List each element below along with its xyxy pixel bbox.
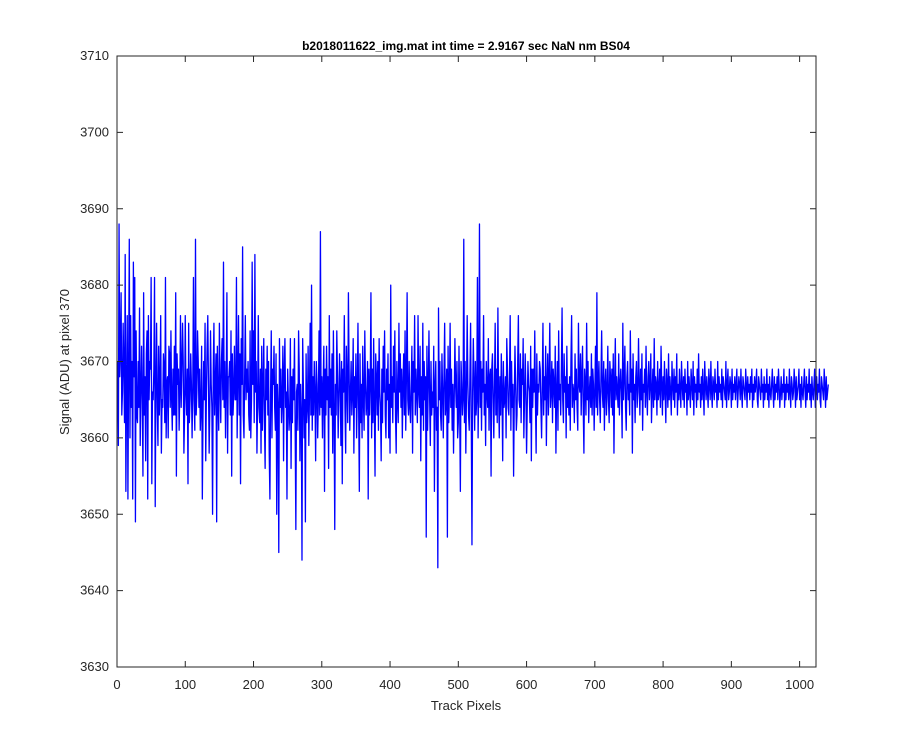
x-tick-label: 1000 xyxy=(785,677,814,692)
series-line-1 xyxy=(117,223,829,569)
y-tick-label: 3630 xyxy=(80,659,109,674)
y-tick-label: 3650 xyxy=(80,506,109,521)
x-tick-label: 600 xyxy=(516,677,538,692)
series-layer xyxy=(117,223,829,569)
x-tick-label: 700 xyxy=(584,677,606,692)
x-tick-label: 300 xyxy=(311,677,333,692)
chart-title: b2018011622_img.mat int time = 2.9167 se… xyxy=(302,39,630,53)
x-tick-label: 800 xyxy=(652,677,674,692)
x-tick-label: 100 xyxy=(174,677,196,692)
x-tick-label: 900 xyxy=(721,677,743,692)
x-axis-label: Track Pixels xyxy=(431,698,502,713)
y-tick-label: 3670 xyxy=(80,354,109,369)
y-tick-label: 3690 xyxy=(80,201,109,216)
y-tick-label: 3710 xyxy=(80,48,109,63)
x-tick-label: 0 xyxy=(113,677,120,692)
x-axis: 0 100 200 300 400 500 600 700 800 900 1000 xyxy=(113,56,814,692)
y-axis: 3630 3640 3650 3660 3670 3680 3690 3700 3710 xyxy=(80,48,816,674)
x-tick-label: 500 xyxy=(447,677,469,692)
y-tick-label: 3660 xyxy=(80,430,109,445)
y-tick-label: 3640 xyxy=(80,583,109,598)
x-tick-label: 200 xyxy=(243,677,265,692)
y-tick-label: 3680 xyxy=(80,277,109,292)
y-axis-label: Signal (ADU) at pixel 370 xyxy=(57,289,72,435)
x-tick-label: 400 xyxy=(379,677,401,692)
y-tick-label: 3700 xyxy=(80,124,109,139)
